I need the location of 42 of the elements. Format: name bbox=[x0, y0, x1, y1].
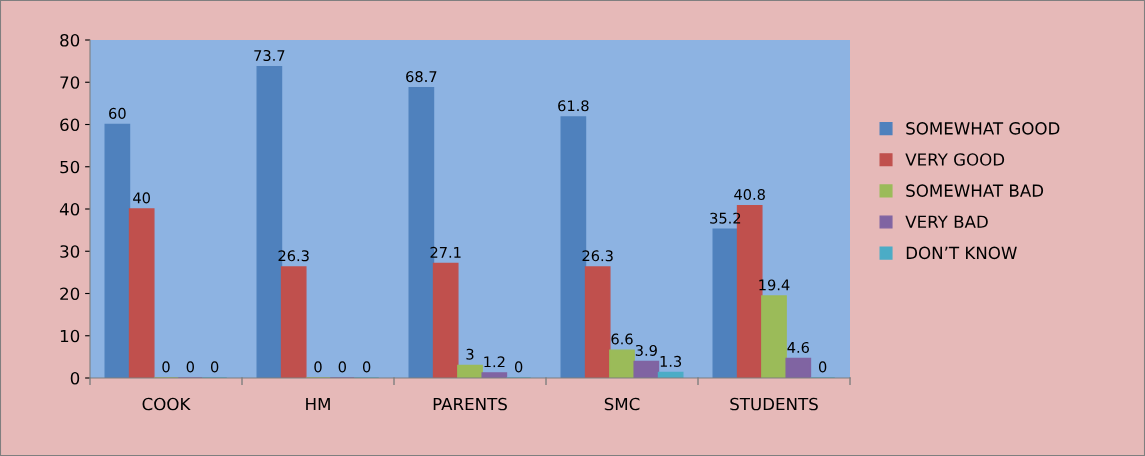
y-tick-label: 20 bbox=[60, 287, 80, 301]
data-label: 1.3 bbox=[660, 355, 682, 367]
y-tick-label: 60 bbox=[60, 118, 80, 132]
legend-label: SOMEWHAT GOOD bbox=[906, 122, 1060, 135]
data-label: 68.7 bbox=[406, 71, 437, 83]
data-label: 27.1 bbox=[430, 246, 461, 258]
data-label: 6.6 bbox=[611, 333, 633, 345]
x-tick-label: PARENTS bbox=[433, 397, 507, 411]
data-label: 26.3 bbox=[278, 250, 309, 262]
data-label: 0 bbox=[210, 361, 219, 373]
data-label: 40.8 bbox=[734, 188, 765, 201]
x-tick-label: STUDENTS bbox=[730, 397, 818, 411]
data-label: 1.2 bbox=[484, 356, 505, 368]
data-label: 61.8 bbox=[558, 100, 589, 112]
data-label: 73.7 bbox=[254, 49, 285, 62]
data-label: 40 bbox=[133, 192, 150, 204]
data-label: 0 bbox=[514, 361, 523, 373]
data-label: 4.6 bbox=[787, 341, 809, 353]
y-tick-label: 10 bbox=[60, 329, 80, 343]
data-label: 0 bbox=[314, 361, 322, 373]
data-label: 0 bbox=[186, 361, 194, 373]
data-label: 0 bbox=[818, 361, 827, 373]
y-tick-label: 30 bbox=[60, 245, 80, 258]
legend-label: SOMEWHAT BAD bbox=[906, 184, 1044, 197]
y-tick-label: 80 bbox=[60, 33, 80, 47]
data-label: 60 bbox=[109, 107, 126, 119]
x-tick-label: COOK bbox=[142, 397, 191, 411]
y-tick-label: 40 bbox=[59, 202, 80, 216]
x-tick-label: SMC bbox=[604, 397, 640, 411]
data-label: 0 bbox=[338, 361, 346, 373]
y-tick-label: 0 bbox=[70, 371, 80, 385]
data-label: 26.3 bbox=[582, 250, 613, 262]
data-label: 3.9 bbox=[635, 344, 657, 356]
data-label: 0 bbox=[362, 361, 371, 373]
x-tick-label: HM bbox=[306, 397, 330, 411]
y-tick-label: 70 bbox=[60, 76, 80, 89]
legend-label: VERY GOOD bbox=[905, 153, 1005, 166]
data-label: 0 bbox=[162, 361, 170, 373]
legend-label: VERY BAD bbox=[905, 215, 988, 228]
data-label: 3 bbox=[466, 348, 474, 360]
legend-label: DON’T KNOW bbox=[906, 246, 1017, 260]
y-tick-label: 50 bbox=[60, 160, 80, 174]
